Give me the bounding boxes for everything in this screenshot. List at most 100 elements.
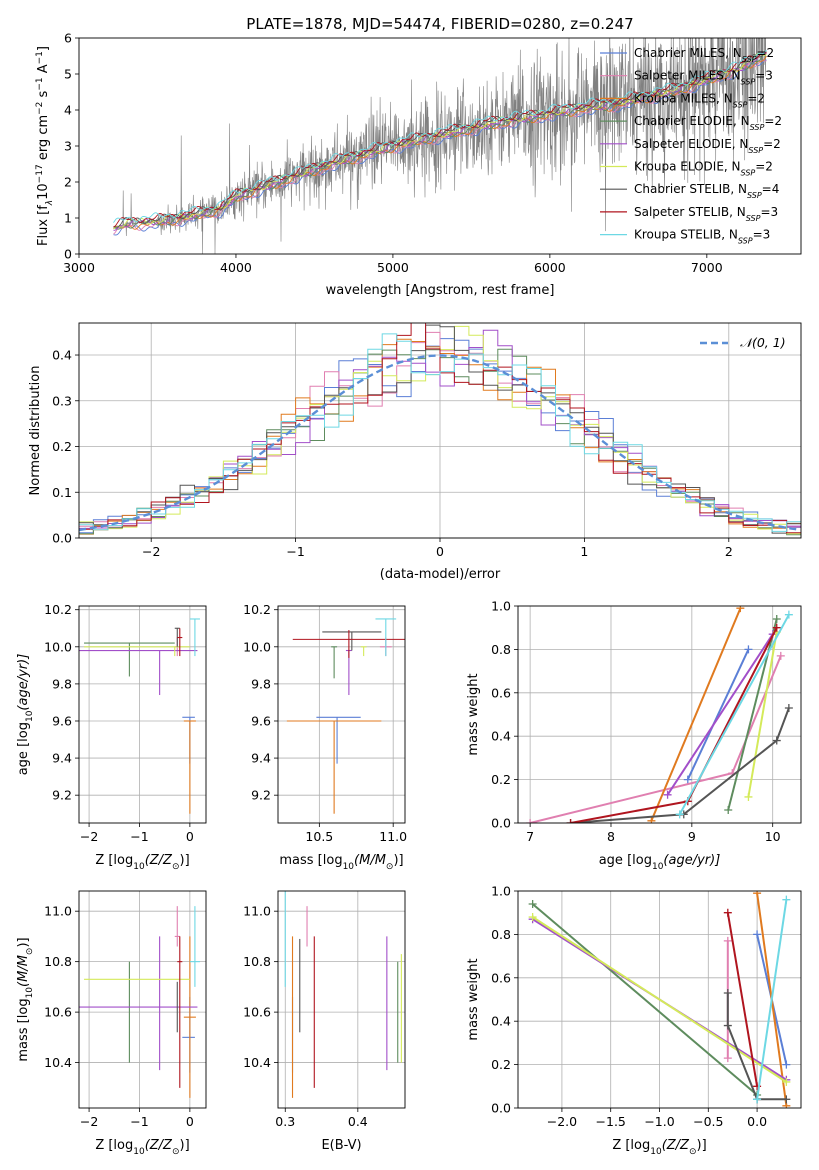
y-tick-label: 9.8	[52, 676, 72, 691]
legend-text: Kroupa ELODIE, N	[634, 160, 741, 174]
axes-frame	[517, 890, 802, 1109]
plot-area-z-mass	[79, 906, 200, 1098]
x-axis-label: Z [log10(Z/Z⊙)]	[612, 1138, 706, 1157]
x-axis-label: Z [log10(Z/Z⊙)]	[95, 853, 189, 872]
y-tick-label: 5	[64, 67, 72, 82]
y-tick-label: 0.8	[491, 642, 511, 657]
y-tick-label: 0.4	[52, 348, 72, 363]
x-tick-label: −2.0	[547, 1114, 577, 1129]
residual-histogram-chabrier-stelib	[79, 324, 801, 534]
series-marker	[744, 792, 753, 801]
x-tick-label: −1.5	[596, 1114, 626, 1129]
series-marker	[744, 645, 753, 654]
series-kroupa-elodie	[528, 913, 791, 1086]
label-part: (age/yr)]	[663, 853, 720, 868]
y-axis-label: mass [log10(M/M⊙)]	[16, 937, 35, 1061]
x-axis-label: E(B-V)	[321, 1138, 361, 1153]
y-tick-label: 0.0	[52, 531, 72, 546]
plot-area-z-massweight	[528, 891, 791, 1108]
series-chabrier-miles	[683, 645, 753, 784]
y-axis-label: age [log10(age/yr)]	[16, 654, 35, 776]
series-marker	[753, 891, 762, 898]
label-part: ⊙	[25, 948, 35, 956]
x-tick-label: −1	[130, 829, 148, 844]
axes-residuals: −2 −1 0 1 2 0.0 0.1 0.2 0.3 0.4 𝒩(0, 1) (data-model…	[28, 322, 802, 582]
x-tick-label: 8	[607, 829, 615, 844]
legend-sub: SSP	[747, 191, 762, 200]
y-tick-label: 10.2	[243, 602, 271, 617]
label-part: 10	[25, 710, 35, 722]
data-point-kroupa-stelib	[189, 906, 200, 987]
y-axis-label: mass weight	[466, 673, 481, 755]
label-part: 10	[650, 1147, 662, 1157]
series-chabrier-stelib	[566, 703, 793, 823]
series-marker	[772, 623, 781, 632]
data-point-salpeter-stelib	[177, 936, 183, 1088]
y-tick-label: 0.0	[491, 816, 511, 831]
x-tick-label: 0.4	[348, 1114, 368, 1129]
legend-text: Kroupa STELIB, N	[634, 228, 738, 242]
legend-sub: SSP	[738, 236, 753, 245]
axes-z-mass: −2 −1 010.410.610.811.0Z [log10(Z/Z⊙)]mass…	[16, 890, 207, 1157]
legend-label: Kroupa STELIB, NSSP=3	[634, 228, 770, 246]
legend-label: Salpeter ELODIE, NSSP=2	[634, 137, 781, 155]
axes-frame	[78, 890, 207, 1109]
series-marker	[675, 810, 684, 819]
label-part: A	[36, 64, 51, 77]
series-line	[756, 899, 788, 1100]
y-tick-label: 0.6	[491, 685, 511, 700]
x-tick-label: 3000	[63, 260, 95, 275]
series-line	[726, 993, 787, 1101]
y-tick-label: 1.0	[491, 599, 511, 614]
y-tick-label: 10.4	[44, 1055, 72, 1070]
legend-sub: SSP	[746, 213, 761, 222]
y-tick-label: 2	[64, 175, 72, 190]
legend-text: Salpeter ELODIE, N	[634, 137, 748, 151]
axes-frame	[78, 37, 802, 255]
data-point-kroupa-miles	[286, 720, 382, 814]
plot-area-spectrum	[113, 38, 767, 254]
axes-frame	[277, 605, 406, 824]
label-part: ]	[36, 46, 51, 51]
series-marker	[782, 1060, 791, 1069]
data-point-salpeter-stelib	[177, 628, 183, 657]
label-part: s	[36, 90, 51, 101]
series-marker	[782, 1095, 791, 1104]
data-point-kroupa-elodie	[360, 646, 367, 657]
legend-text: Salpeter STELIB, N	[634, 205, 746, 219]
series-salpeter-stelib	[723, 908, 762, 1091]
label-part: 10	[36, 183, 51, 200]
label-part: −1	[35, 51, 45, 64]
plot-area-z-age	[79, 618, 200, 814]
data-point-chabrier-stelib	[322, 631, 382, 651]
series-marker	[683, 775, 692, 784]
legend-tail: =2	[764, 114, 782, 128]
label-part: −2	[35, 102, 45, 115]
legend-label: 𝒩(0, 1)	[740, 335, 786, 350]
legend-text: Kroupa MILES, N	[634, 91, 733, 105]
series-marker	[723, 1021, 732, 1030]
y-tick-label: 10.6	[243, 1005, 271, 1020]
series-marker	[723, 988, 732, 997]
data-point-chabrier-elodie	[84, 642, 175, 677]
data-point-chabrier-miles	[316, 716, 361, 764]
plot-area-ebv-mass	[284, 891, 402, 1098]
y-tick-label: 6	[64, 31, 72, 46]
axes-frame	[78, 605, 207, 824]
label-part: )]	[697, 1138, 707, 1153]
y-tick-label: 9.6	[52, 713, 72, 728]
residual-histogram-salpeter-stelib	[79, 323, 801, 534]
y-tick-label: 11.0	[243, 904, 271, 919]
label-part: 10	[133, 1147, 145, 1157]
y-tick-label: 9.6	[251, 713, 271, 728]
y-tick-label: 0.4	[491, 1014, 511, 1029]
y-tick-label: 9.8	[251, 676, 271, 691]
model-spectrum-kroupa-stelib	[113, 49, 767, 223]
y-tick-label: 4	[64, 103, 72, 118]
label-part: (Z/Z	[145, 1138, 173, 1153]
figure-title: PLATE=1878, MJD=54474, FIBERID=0280, z=0…	[246, 15, 633, 33]
label-part: age [log	[599, 853, 652, 868]
series-line	[531, 903, 758, 1096]
data-point-salpeter-miles	[174, 906, 180, 947]
